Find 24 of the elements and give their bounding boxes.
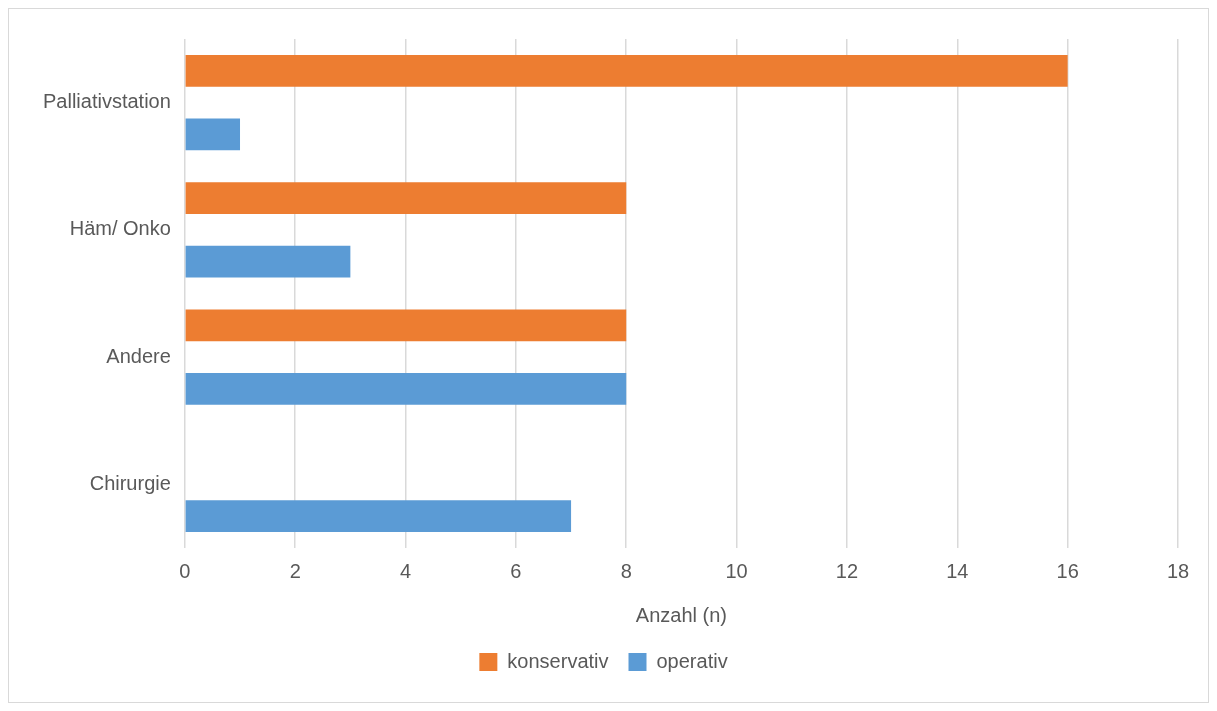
y-tick-label: Chirurgie — [89, 471, 171, 494]
bar — [185, 309, 627, 342]
bar — [185, 182, 627, 214]
x-tick-label: 6 — [510, 559, 522, 582]
bar — [185, 373, 627, 405]
x-tick-label: 0 — [179, 559, 191, 582]
x-tick-label: 10 — [725, 559, 748, 582]
y-tick-label: Andere — [106, 344, 171, 367]
y-tick-label: Häm/ Onko — [69, 217, 171, 240]
legend-label: operativ — [656, 649, 728, 672]
x-tick-label: 8 — [620, 559, 632, 582]
x-tick-label: 16 — [1056, 559, 1079, 582]
bar — [185, 245, 351, 278]
x-tick-label: 18 — [1166, 559, 1190, 582]
bar — [185, 118, 241, 151]
legend-label: konservativ — [507, 649, 609, 672]
y-tick-label: Palliativstation — [43, 90, 171, 113]
x-tick-label: 4 — [399, 559, 412, 582]
x-tick-label: 2 — [289, 559, 301, 582]
bar — [185, 54, 1068, 87]
x-axis-title: Anzahl (n) — [635, 603, 727, 626]
x-tick-label: 12 — [835, 559, 859, 582]
x-tick-label: 14 — [946, 559, 969, 582]
bar — [185, 500, 572, 533]
